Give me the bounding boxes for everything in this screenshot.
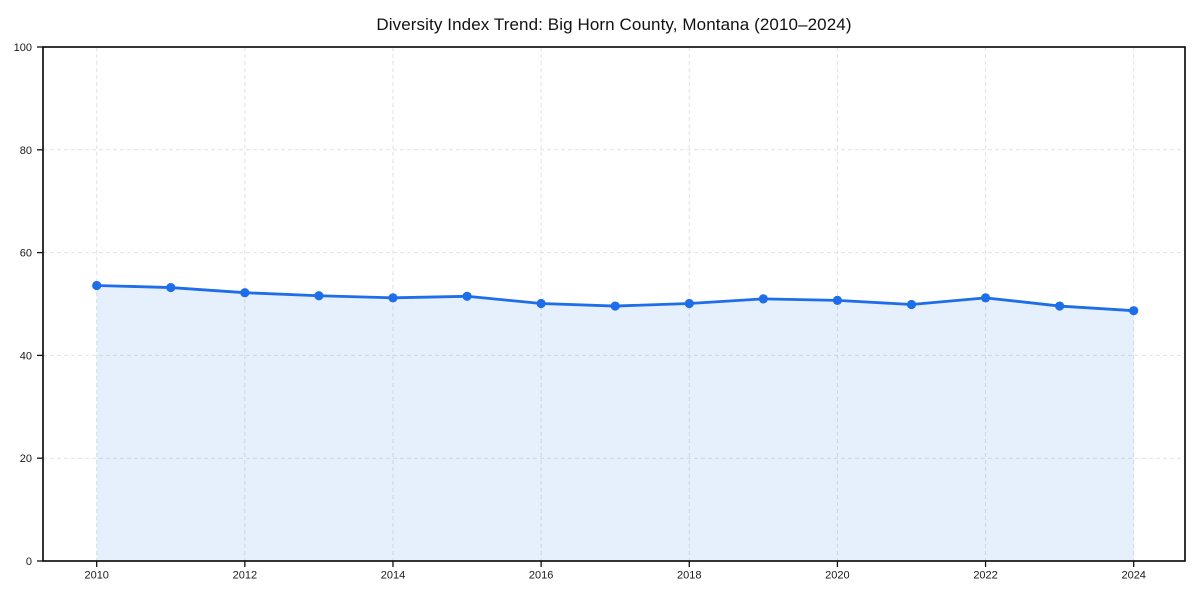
y-tick-label: 0 (26, 556, 32, 568)
x-tick-label: 2014 (381, 570, 405, 582)
data-point-marker (832, 295, 843, 306)
data-point-marker (536, 298, 546, 309)
y-tick-label: 80 (20, 145, 32, 157)
x-tick-label: 2016 (529, 570, 553, 582)
y-tick-label: 100 (14, 42, 32, 54)
y-tick-label: 60 (20, 248, 32, 260)
data-point-marker (610, 301, 620, 311)
x-tick-label: 2010 (84, 570, 108, 582)
x-tick-label: 2022 (973, 570, 997, 582)
data-point-marker (314, 291, 324, 301)
data-point-marker (980, 293, 991, 303)
data-point-marker (906, 299, 917, 310)
x-tick-label: 2018 (677, 570, 701, 582)
data-point-marker (240, 288, 250, 298)
area-fill (96, 285, 1134, 561)
x-tick-label: 2012 (233, 570, 257, 582)
x-tick-label: 2024 (1121, 570, 1145, 582)
data-point-marker (758, 294, 768, 304)
data-point-marker (1055, 301, 1065, 311)
chart-title: Diversity Index Trend: Big Horn County, … (376, 15, 852, 34)
data-point-marker (684, 298, 694, 309)
data-point-marker (166, 282, 176, 293)
plot-border (42, 46, 1186, 562)
y-tick-label: 40 (20, 350, 32, 362)
data-point-marker (1129, 306, 1139, 316)
data-point-marker (388, 293, 398, 303)
data-point-marker (462, 291, 472, 301)
data-point-marker (92, 280, 102, 291)
y-tick-label: 20 (20, 453, 32, 465)
x-tick-label: 2020 (825, 570, 849, 582)
